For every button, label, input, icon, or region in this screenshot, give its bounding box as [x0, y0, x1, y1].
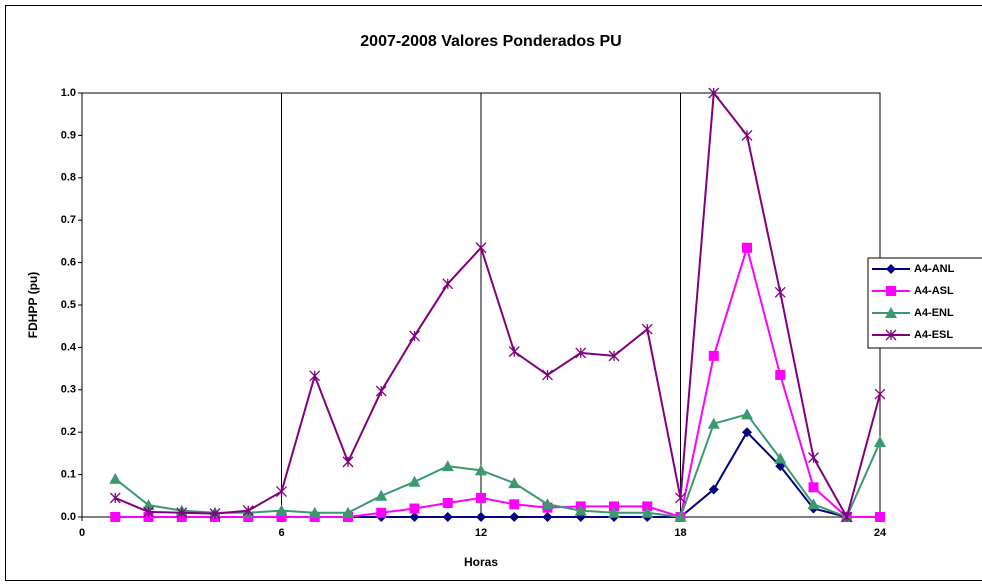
data-point	[609, 501, 619, 512]
data-point	[641, 323, 653, 335]
y-tick-label: 0.9	[61, 129, 76, 141]
data-point	[376, 507, 387, 518]
data-point	[774, 286, 786, 298]
data-point	[409, 512, 420, 522]
legend-marker	[886, 286, 896, 296]
data-point	[874, 435, 886, 447]
data-point	[508, 346, 520, 358]
data-point	[641, 506, 654, 518]
data-point	[409, 330, 420, 342]
data-point	[509, 499, 520, 510]
data-point	[542, 369, 553, 381]
x-tick-label: 24	[874, 527, 887, 539]
data-point	[742, 427, 752, 438]
data-point	[276, 486, 287, 498]
y-tick-label: 0.3	[61, 384, 76, 396]
legend-marker	[886, 264, 896, 274]
data-point	[142, 499, 155, 511]
data-point	[242, 505, 254, 517]
series-line	[114, 90, 881, 520]
data-point	[275, 504, 288, 516]
data-point	[575, 347, 587, 359]
data-point	[807, 498, 820, 510]
data-point	[841, 511, 853, 523]
x-axis-label: Horas	[464, 555, 498, 569]
data-point	[708, 484, 719, 495]
data-point	[874, 388, 886, 400]
data-point	[741, 408, 753, 420]
data-point	[408, 475, 421, 487]
y-axis-label: FDHPP (pu)	[26, 272, 40, 338]
series-line	[114, 413, 881, 519]
data-point	[442, 512, 453, 522]
data-point	[708, 350, 719, 361]
y-tick-label: 1.0	[61, 87, 76, 99]
legend-label: A4-ANL	[914, 263, 955, 275]
y-tick-label: 0.8	[61, 172, 76, 184]
y-tick-label: 0.0	[61, 511, 76, 523]
data-point	[808, 482, 819, 493]
y-tick-label: 0.2	[61, 426, 76, 438]
data-point	[476, 512, 486, 522]
data-point	[308, 506, 321, 518]
data-point	[409, 503, 420, 514]
data-point	[109, 492, 121, 504]
data-point	[442, 498, 453, 509]
data-point	[508, 477, 521, 489]
y-tick-label: 0.6	[61, 257, 76, 269]
x-tick-label: 18	[674, 527, 686, 539]
data-point	[542, 512, 553, 522]
data-point	[574, 504, 587, 516]
data-point	[475, 242, 487, 254]
data-point	[742, 242, 752, 253]
data-point	[143, 512, 154, 522]
legend-marker	[885, 307, 897, 318]
data-point	[608, 506, 620, 518]
x-tick-label: 6	[278, 527, 284, 539]
legend-label: A4-ASL	[914, 285, 954, 297]
data-point	[143, 506, 154, 518]
y-tick-label: 0.4	[61, 341, 77, 353]
data-point	[475, 464, 487, 476]
data-point	[541, 498, 554, 510]
data-point	[276, 512, 287, 522]
y-tick-label: 0.7	[61, 214, 76, 226]
legend-label: A4-ENL	[914, 307, 954, 319]
data-point	[674, 511, 687, 522]
data-point	[741, 129, 753, 141]
legend-label: A4-ESL	[914, 329, 953, 341]
data-point	[342, 506, 354, 518]
data-point	[808, 452, 819, 464]
chart-title: 2007-2008 Valores Ponderados PU	[360, 33, 621, 50]
data-point	[509, 512, 520, 522]
data-point	[342, 456, 354, 468]
data-point	[209, 508, 221, 520]
data-point	[875, 512, 885, 522]
data-point	[176, 507, 188, 519]
x-tick-label: 12	[475, 527, 487, 539]
data-point	[441, 460, 454, 472]
data-point	[708, 87, 720, 99]
data-point	[309, 370, 321, 382]
data-point	[375, 385, 387, 397]
data-point	[442, 278, 454, 290]
data-point	[775, 369, 786, 380]
data-point	[675, 492, 686, 504]
y-tick-label: 0.1	[61, 469, 76, 481]
data-point	[608, 350, 620, 362]
data-point	[110, 512, 121, 522]
data-point	[109, 472, 122, 484]
chart-frame	[5, 5, 982, 581]
data-point	[375, 489, 388, 501]
data-point	[476, 492, 486, 503]
x-tick-label: 0	[79, 527, 85, 539]
legend-marker	[885, 329, 897, 341]
y-tick-label: 0.5	[61, 299, 76, 311]
data-point	[642, 501, 653, 512]
legend-box	[867, 257, 982, 349]
data-point	[707, 417, 720, 429]
data-point	[774, 452, 787, 464]
